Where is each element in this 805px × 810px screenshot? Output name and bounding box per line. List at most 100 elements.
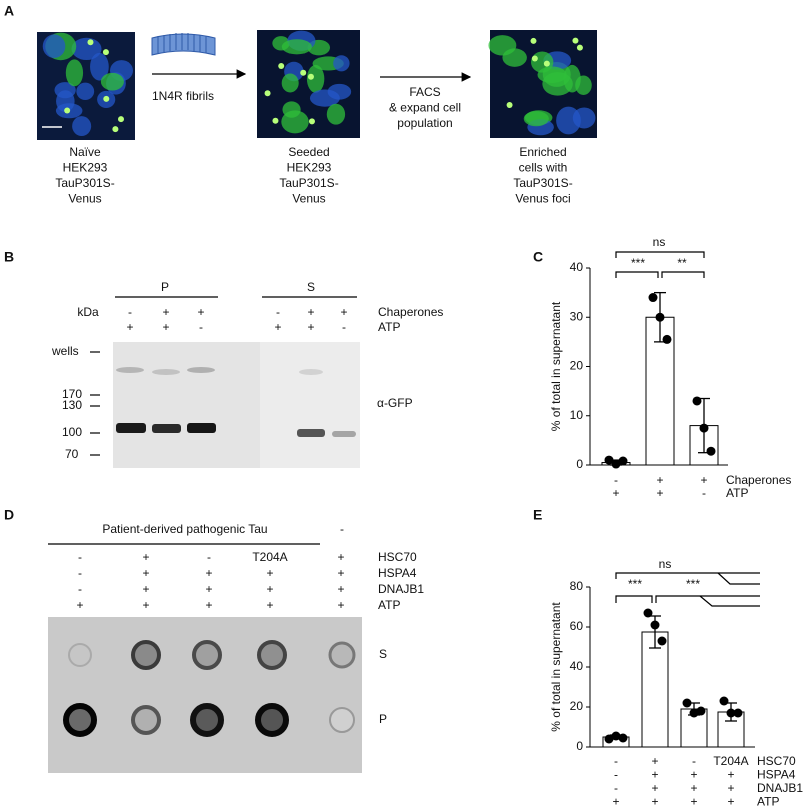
caption: HEK293 bbox=[63, 161, 108, 175]
arrow-label: FACS bbox=[409, 85, 440, 99]
cell bbox=[306, 64, 325, 93]
fraction-label: S bbox=[379, 647, 387, 661]
significance-label: *** bbox=[628, 577, 642, 591]
group-label: P bbox=[161, 280, 169, 294]
y-axis-label: % of total in supernatant bbox=[549, 301, 563, 431]
condition-sign: + bbox=[76, 598, 83, 612]
data-point bbox=[696, 706, 706, 716]
y-tick-label: 80 bbox=[570, 579, 584, 593]
y-tick-label: 40 bbox=[570, 659, 584, 673]
condition-sign: + bbox=[337, 582, 344, 596]
condition-sign: + bbox=[651, 754, 658, 768]
cell-focus bbox=[572, 37, 579, 44]
condition-sign: T204A bbox=[713, 754, 748, 768]
condition-sign: + bbox=[205, 598, 212, 612]
panel-label: D bbox=[4, 507, 14, 523]
condition-sign: + bbox=[266, 566, 273, 580]
panel-label: E bbox=[533, 507, 542, 523]
caption: Venus foci bbox=[515, 192, 570, 206]
condition-sign: + bbox=[612, 486, 619, 500]
condition-sign: - bbox=[342, 320, 346, 334]
cell-focus bbox=[530, 37, 537, 44]
y-tick-label: 20 bbox=[570, 359, 584, 373]
cell bbox=[488, 35, 517, 56]
significance-bracket bbox=[615, 572, 760, 607]
y-tick-label: 30 bbox=[570, 309, 584, 323]
condition-sign: + bbox=[162, 305, 169, 319]
dot-blot bbox=[48, 617, 362, 773]
caption: Seeded bbox=[288, 145, 329, 159]
data-point bbox=[604, 734, 614, 744]
significance-label: ** bbox=[677, 256, 687, 270]
arrow-label: 1N4R fibrils bbox=[152, 89, 214, 103]
data-point bbox=[643, 608, 653, 618]
data-point bbox=[733, 708, 743, 718]
antibody-label: α-GFP bbox=[377, 396, 413, 410]
condition-sign: + bbox=[690, 781, 697, 795]
caption: Enriched bbox=[519, 145, 566, 159]
row-label: ATP bbox=[726, 486, 748, 500]
condition-sign: + bbox=[274, 320, 281, 334]
cell-focus bbox=[531, 55, 538, 62]
cell-focus bbox=[576, 44, 583, 51]
condition-sign: - bbox=[276, 305, 280, 319]
condition-sign: + bbox=[612, 795, 619, 809]
condition-sign: T204A bbox=[252, 550, 287, 564]
row-label: HSC70 bbox=[757, 754, 796, 768]
condition-sign: + bbox=[656, 486, 663, 500]
cell bbox=[575, 75, 592, 95]
bar bbox=[717, 711, 745, 748]
y-tick-label: 60 bbox=[570, 619, 584, 633]
condition-sign: + bbox=[266, 582, 273, 596]
cell-focus bbox=[112, 126, 119, 133]
marker-ticks bbox=[90, 351, 100, 456]
condition-sign: + bbox=[307, 305, 314, 319]
condition-sign: + bbox=[337, 598, 344, 612]
cell bbox=[530, 51, 554, 73]
row-label: HSPA4 bbox=[378, 566, 417, 580]
unit-label: kDa bbox=[77, 305, 99, 319]
cell-focus bbox=[543, 60, 550, 67]
cell-focus bbox=[506, 102, 513, 109]
condition-sign: + bbox=[142, 582, 149, 596]
marker-label: 170 bbox=[62, 387, 82, 401]
significance-label: *** bbox=[686, 577, 700, 591]
data-point bbox=[650, 620, 660, 630]
data-point bbox=[689, 708, 699, 718]
condition-sign: - bbox=[78, 582, 82, 596]
condition-sign: + bbox=[307, 320, 314, 334]
group-label: Patient-derived pathogenic Tau bbox=[102, 522, 267, 536]
marker-label: wells bbox=[51, 344, 79, 358]
row-label: DNAJB1 bbox=[378, 582, 424, 596]
significance-label: ns bbox=[659, 557, 672, 571]
cell-focus bbox=[118, 116, 125, 123]
row-label: Chaperones bbox=[378, 305, 443, 319]
panel-label: A bbox=[4, 3, 14, 19]
row-label: ATP bbox=[757, 795, 779, 809]
condition-sign: - bbox=[128, 305, 132, 319]
cell bbox=[100, 72, 124, 91]
condition-sign: + bbox=[651, 781, 658, 795]
data-point bbox=[706, 446, 716, 456]
caption: TauP301S- bbox=[55, 176, 114, 190]
group-label: - bbox=[340, 522, 344, 536]
condition-sign: + bbox=[337, 566, 344, 580]
data-point bbox=[655, 312, 665, 322]
caption: Venus bbox=[292, 192, 325, 206]
condition-sign: + bbox=[656, 473, 663, 487]
row-label: ATP bbox=[378, 320, 400, 334]
row-label: HSC70 bbox=[378, 550, 417, 564]
cell-focus bbox=[103, 95, 110, 102]
cell-focus bbox=[272, 117, 279, 124]
data-point bbox=[692, 396, 702, 406]
arrow-label: population bbox=[397, 116, 452, 130]
y-tick-label: 40 bbox=[570, 260, 584, 274]
cell-focus bbox=[307, 73, 314, 80]
condition-sign: + bbox=[142, 598, 149, 612]
arrow-label: & expand cell bbox=[389, 101, 461, 115]
marker-label: 100 bbox=[62, 425, 82, 439]
cell bbox=[281, 39, 312, 55]
condition-sign: + bbox=[205, 582, 212, 596]
western-blot bbox=[113, 342, 360, 468]
